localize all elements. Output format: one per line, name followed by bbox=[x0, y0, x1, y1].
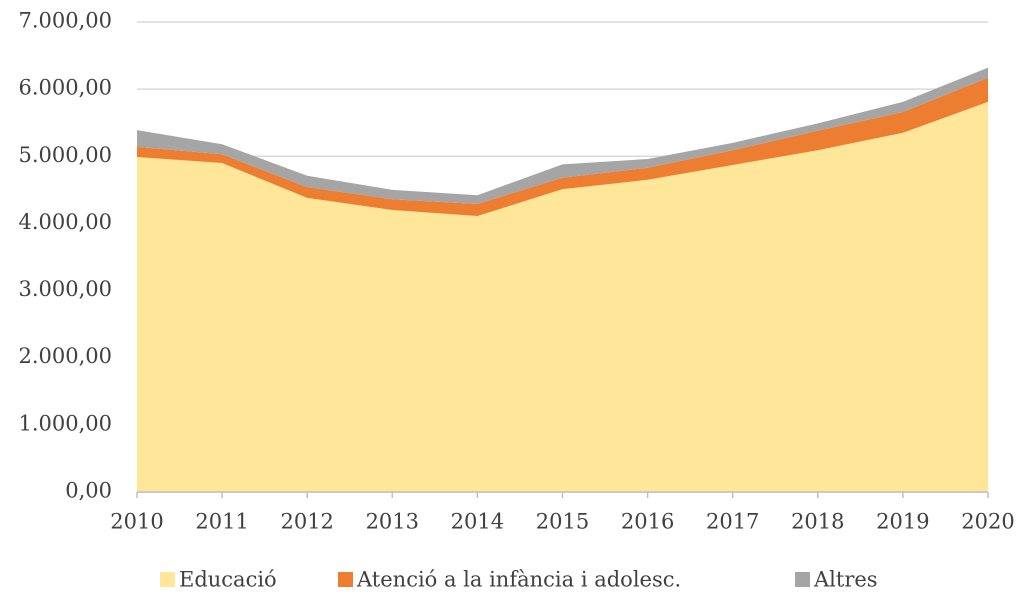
x-tick-label: 2018 bbox=[791, 510, 844, 534]
legend-label: Educació bbox=[179, 568, 277, 592]
x-tick-label: 2019 bbox=[876, 510, 929, 534]
x-tick-label: 2012 bbox=[280, 510, 333, 534]
x-tick-label: 2015 bbox=[536, 510, 589, 534]
y-tick-label: 1.000,00 bbox=[18, 411, 112, 435]
area bbox=[137, 77, 988, 217]
x-tick-label: 2010 bbox=[110, 510, 163, 534]
x-tick-label: 2016 bbox=[621, 510, 674, 534]
x-tick-label: 2020 bbox=[961, 510, 1014, 534]
y-tick-label: 6.000,00 bbox=[18, 76, 112, 100]
y-tick-label: 2.000,00 bbox=[18, 344, 112, 368]
legend-swatch bbox=[795, 572, 810, 587]
legend-label: Altres bbox=[813, 568, 878, 592]
legend-swatch bbox=[338, 572, 353, 587]
y-tick-label: 0,00 bbox=[65, 479, 112, 503]
legend-swatch bbox=[160, 572, 175, 587]
x-tick-label: 2017 bbox=[706, 510, 759, 534]
y-tick-label: 4.000,00 bbox=[18, 210, 112, 234]
area bbox=[137, 67, 988, 204]
y-tick-label: 5.000,00 bbox=[18, 143, 112, 167]
legend-label: Atenció a la infància i adolesc. bbox=[356, 568, 681, 592]
area bbox=[137, 101, 988, 493]
x-tick-label: 2013 bbox=[366, 510, 419, 534]
x-tick-label: 2011 bbox=[195, 510, 248, 534]
x-tick-label: 2014 bbox=[451, 510, 504, 534]
y-tick-label: 7.000,00 bbox=[18, 9, 112, 33]
y-tick-label: 3.000,00 bbox=[18, 277, 112, 301]
